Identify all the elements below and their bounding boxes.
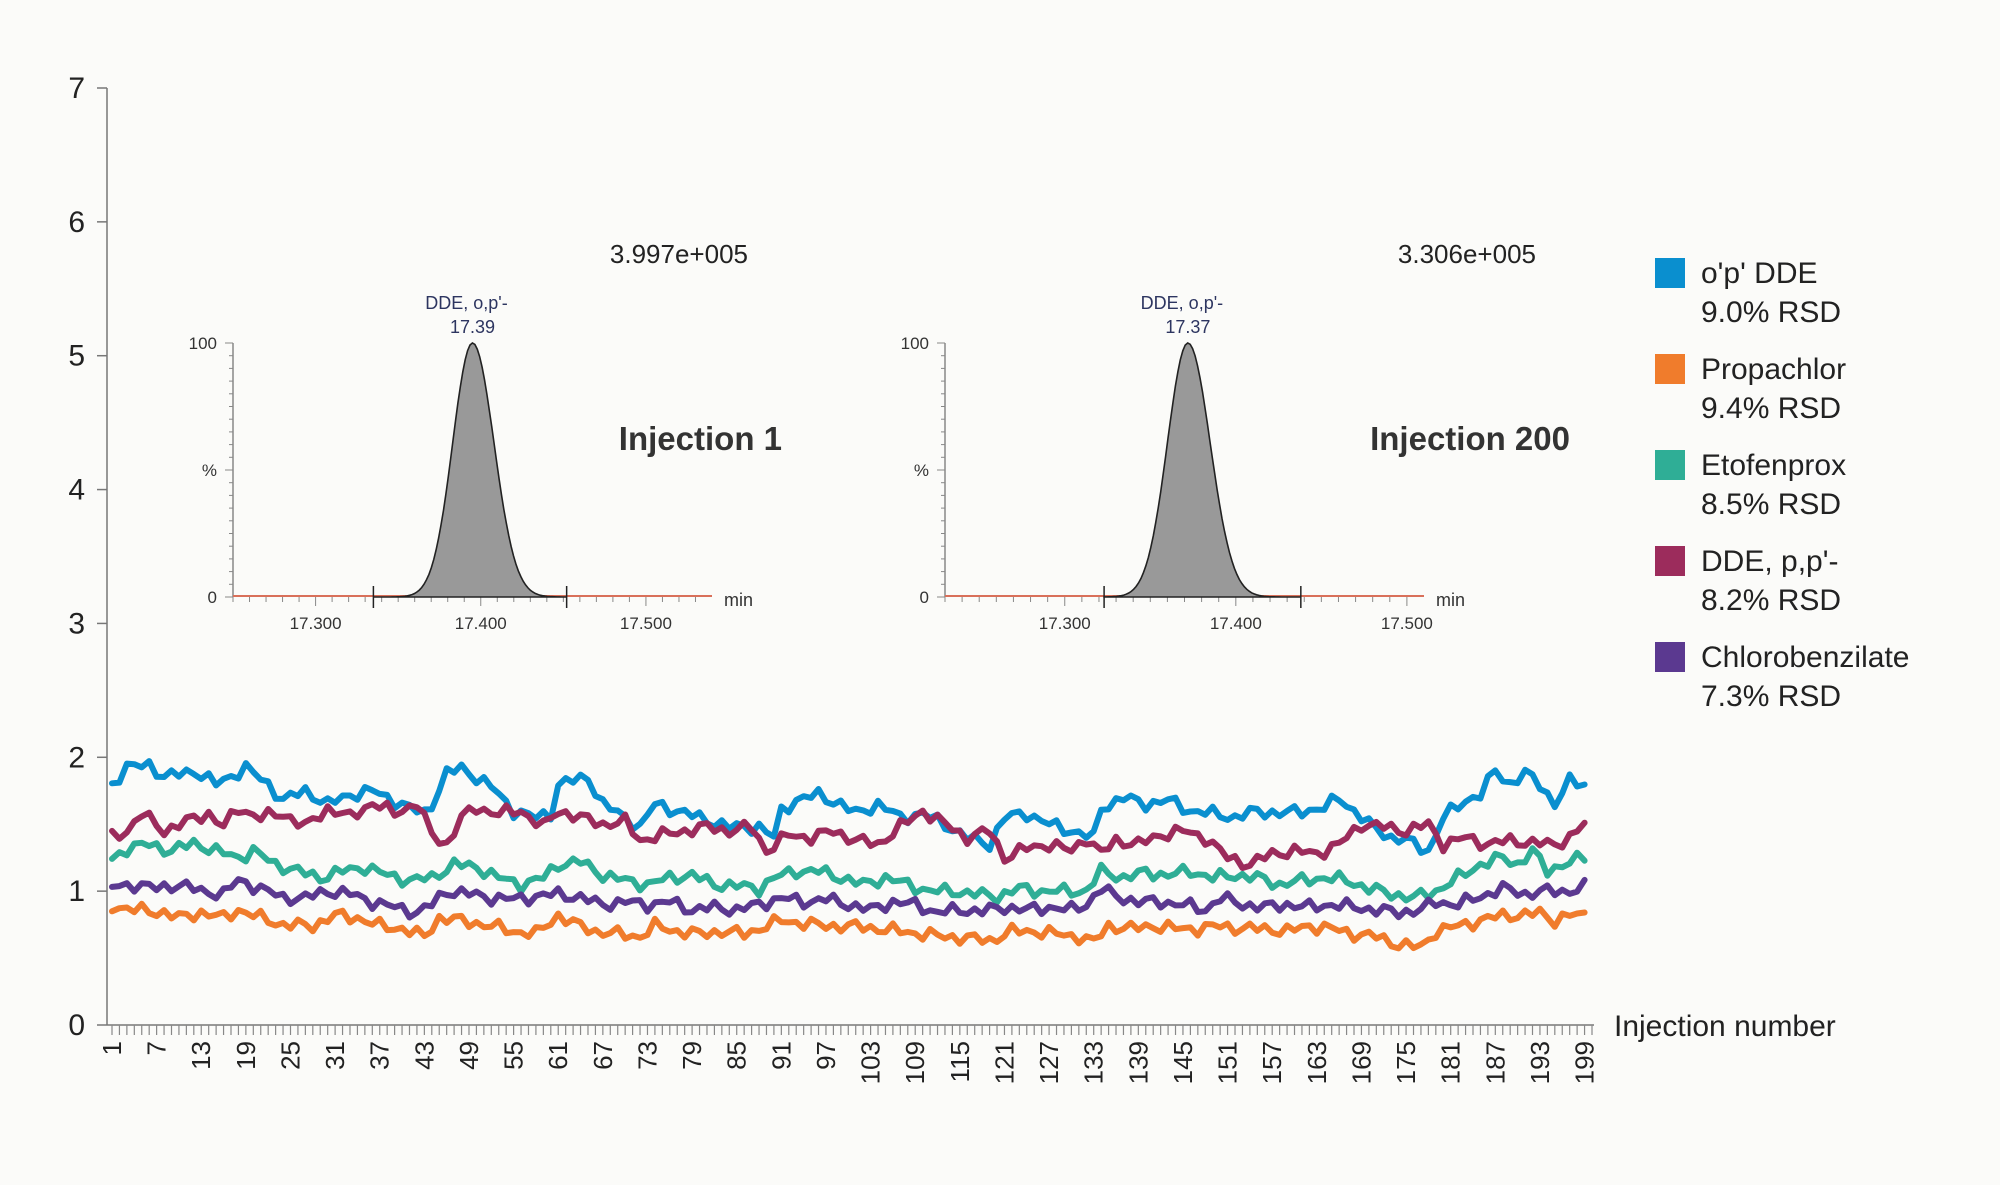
x-tick-label: 103 — [856, 1041, 886, 1084]
x-tick-label: 169 — [1346, 1041, 1376, 1084]
series-lines — [109, 758, 1588, 952]
inset-y-label-0: 0 — [208, 588, 217, 607]
x-tick-label: 199 — [1570, 1041, 1600, 1084]
inset-chromatogram-1: 100% 0 17.300 17.400 17.500 min DDE, o,p'- 17.3… — [189, 239, 782, 633]
legend-name-2: Etofenprox — [1701, 449, 1846, 482]
x-tick-label: 31 — [320, 1041, 350, 1070]
legend-rsd-2: 8.5% RSD — [1701, 488, 1841, 521]
x-ticks: 1 7 13 19 25 31 37 43 49 55 61 67 73 79 85 91 97 103 109 11… — [97, 1025, 1600, 1084]
x-tick-label: 79 — [677, 1041, 707, 1070]
x-tick-label: 61 — [543, 1041, 573, 1070]
legend-swatch-4 — [1655, 642, 1685, 672]
inset-x-tick-label: 17.400 — [455, 614, 507, 633]
inset-intensity: 3.997e+005 — [610, 239, 748, 269]
legend-swatch-2 — [1655, 450, 1685, 480]
legend: o'p' DDE 9.0% RSD Propachlor 9.4% RSD Etofen… — [1655, 257, 1909, 713]
inset-x-unit: min — [724, 590, 753, 610]
x-tick-label: 1 — [97, 1041, 127, 1055]
x-tick-label: 127 — [1034, 1041, 1064, 1084]
x-tick-label: 109 — [900, 1041, 930, 1084]
inset-peak-name: DDE, o,p'- — [425, 293, 507, 313]
y-ticks: 0 1 2 3 4 5 6 7 — [68, 72, 107, 1042]
legend-rsd-1: 9.4% RSD — [1701, 392, 1841, 425]
inset-x-tick-label: 17.500 — [620, 614, 672, 633]
x-tick-label: 139 — [1123, 1041, 1153, 1084]
legend-rsd-0: 9.0% RSD — [1701, 296, 1841, 329]
inset-x-unit: min — [1436, 590, 1465, 610]
legend-name-0: o'p' DDE — [1701, 257, 1818, 290]
inset-x-tick-label: 17.300 — [290, 614, 342, 633]
x-tick-label: 115 — [945, 1041, 975, 1082]
x-tick-label: 163 — [1302, 1041, 1332, 1084]
inset-label: Injection 200 — [1370, 420, 1570, 457]
inset-peak-area — [373, 342, 567, 598]
legend-rsd-4: 7.3% RSD — [1701, 680, 1841, 713]
inset-x-tick-label: 17.300 — [1039, 614, 1091, 633]
inset-x-tick-label: 17.400 — [1210, 614, 1262, 633]
x-tick-label: 73 — [632, 1041, 662, 1070]
series-line-4 — [109, 876, 1588, 921]
y-tick-label: 3 — [68, 607, 85, 640]
inset-y-label-0: 0 — [920, 588, 929, 607]
y-tick-label: 7 — [68, 72, 85, 105]
x-tick-label: 121 — [989, 1041, 1019, 1084]
x-tick-label: 91 — [766, 1041, 796, 1070]
x-tick-label: 7 — [142, 1041, 172, 1055]
series-line-1 — [109, 900, 1588, 952]
x-tick-label: 55 — [499, 1041, 529, 1070]
x-tick-label: 151 — [1213, 1041, 1243, 1084]
legend-name-1: Propachlor — [1701, 353, 1846, 386]
x-tick-label: 97 — [811, 1041, 841, 1070]
x-axis-title: Injection number — [1614, 1010, 1836, 1043]
y-tick-label: 0 — [68, 1009, 85, 1042]
legend-swatch-1 — [1655, 354, 1685, 384]
inset-y-label-pct: % — [914, 461, 929, 480]
y-tick-label: 4 — [68, 474, 85, 507]
inset-peak-name: DDE, o,p'- — [1141, 293, 1223, 313]
x-tick-label: 13 — [186, 1041, 216, 1070]
x-tick-label: 181 — [1436, 1041, 1466, 1084]
legend-name-4: Chlorobenzilate — [1701, 641, 1909, 674]
inset-intensity: 3.306e+005 — [1398, 239, 1536, 269]
y-tick-label: 6 — [68, 206, 85, 239]
legend-swatch-3 — [1655, 546, 1685, 576]
y-tick-label: 1 — [68, 875, 85, 908]
x-tick-label: 43 — [409, 1041, 439, 1070]
series-line-0 — [109, 758, 1588, 856]
legend-name-3: DDE, p,p'- — [1701, 545, 1838, 578]
inset-x-tick-label: 17.500 — [1381, 614, 1433, 633]
series-line-2 — [109, 836, 1588, 906]
x-tick-label: 37 — [365, 1041, 395, 1070]
inset-label: Injection 1 — [619, 420, 782, 457]
inset-peak-rt: 17.37 — [1165, 317, 1210, 337]
x-tick-label: 85 — [722, 1041, 752, 1070]
inset-peak-rt: 17.39 — [450, 317, 495, 337]
x-tick-label: 157 — [1257, 1041, 1287, 1084]
legend-rsd-3: 8.2% RSD — [1701, 584, 1841, 617]
x-tick-label: 175 — [1391, 1041, 1421, 1084]
series-line-3 — [109, 799, 1588, 871]
x-tick-label: 133 — [1079, 1041, 1109, 1084]
inset-peak-area — [1103, 342, 1301, 598]
inset-y-label-100: 100 — [901, 334, 929, 353]
x-tick-label: 25 — [275, 1041, 305, 1070]
inset-y-label-100: 100 — [189, 334, 217, 353]
inset-y-label-pct: % — [202, 461, 217, 480]
x-tick-label: 19 — [231, 1041, 261, 1070]
x-tick-label: 145 — [1168, 1041, 1198, 1084]
legend-swatch-0 — [1655, 258, 1685, 288]
x-tick-label: 49 — [454, 1041, 484, 1070]
y-tick-label: 2 — [68, 741, 85, 774]
x-tick-label: 187 — [1480, 1041, 1510, 1084]
x-tick-label: 67 — [588, 1041, 618, 1070]
x-tick-label: 193 — [1525, 1041, 1555, 1084]
y-tick-label: 5 — [68, 340, 85, 373]
